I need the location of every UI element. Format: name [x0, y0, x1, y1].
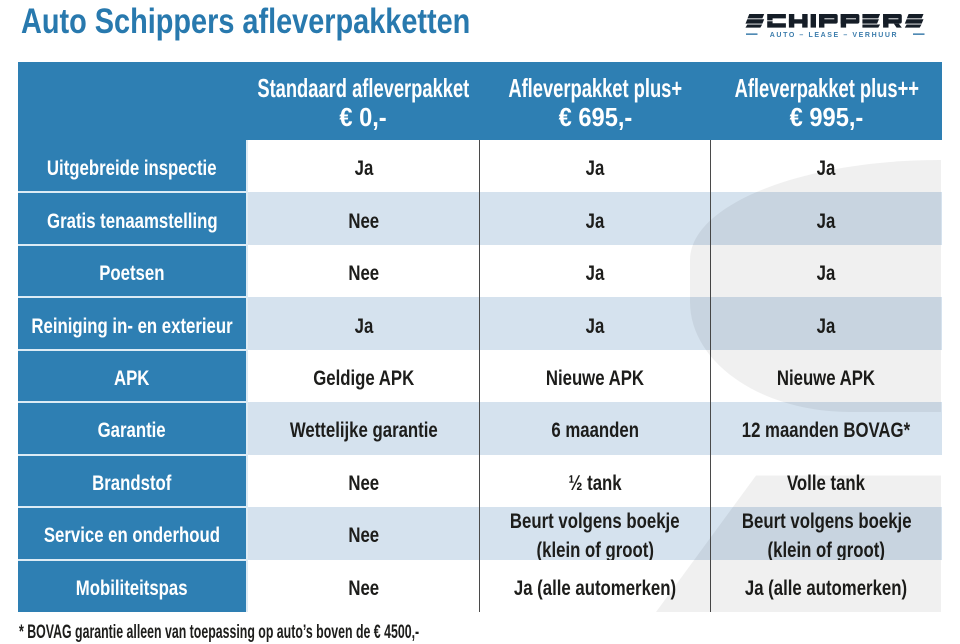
svg-text:AUTO – LEASE – VERHUUR: AUTO – LEASE – VERHUUR	[770, 32, 898, 39]
